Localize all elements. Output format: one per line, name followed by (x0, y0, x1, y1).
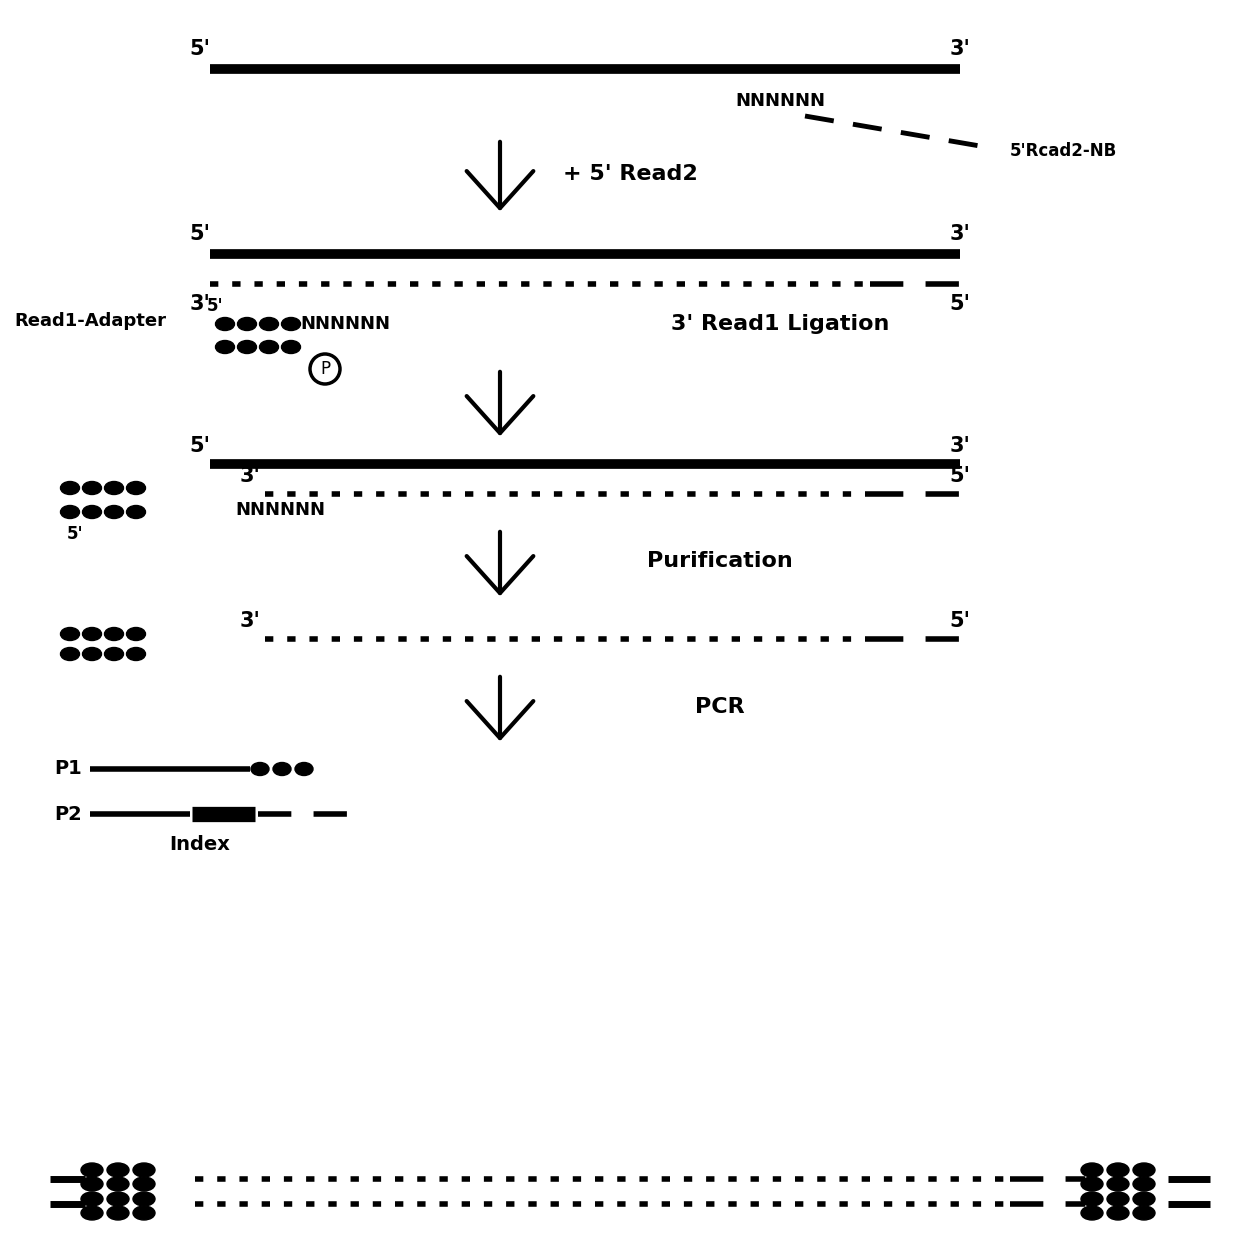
Ellipse shape (216, 317, 234, 331)
Text: Purification: Purification (647, 551, 792, 572)
Text: NNNNNN: NNNNNN (236, 501, 325, 519)
Ellipse shape (133, 1177, 155, 1191)
Text: 5'Rcad2-NB: 5'Rcad2-NB (1011, 142, 1117, 160)
Ellipse shape (259, 317, 279, 331)
Ellipse shape (1107, 1163, 1128, 1177)
Ellipse shape (107, 1192, 129, 1206)
Ellipse shape (126, 506, 145, 519)
Ellipse shape (281, 340, 300, 354)
Ellipse shape (61, 506, 79, 519)
Ellipse shape (1081, 1177, 1104, 1191)
Ellipse shape (83, 627, 102, 641)
Text: 3': 3' (950, 436, 971, 456)
Ellipse shape (1107, 1192, 1128, 1206)
Ellipse shape (83, 506, 102, 519)
Ellipse shape (1081, 1192, 1104, 1206)
Text: 5': 5' (207, 297, 223, 315)
Ellipse shape (61, 481, 79, 495)
Ellipse shape (104, 647, 124, 661)
Ellipse shape (107, 1206, 129, 1220)
Ellipse shape (126, 481, 145, 495)
Text: 3' Read1 Ligation: 3' Read1 Ligation (671, 313, 889, 334)
Text: 3': 3' (239, 466, 260, 486)
Ellipse shape (1081, 1206, 1104, 1220)
Ellipse shape (273, 763, 291, 776)
Ellipse shape (81, 1177, 103, 1191)
Ellipse shape (61, 647, 79, 661)
Text: NNNNNN: NNNNNN (300, 315, 391, 332)
Ellipse shape (83, 647, 102, 661)
Ellipse shape (295, 763, 312, 776)
Text: 5': 5' (190, 224, 211, 244)
Ellipse shape (250, 763, 269, 776)
Text: 3': 3' (950, 39, 971, 59)
Text: P2: P2 (55, 805, 82, 823)
Ellipse shape (81, 1163, 103, 1177)
Text: 5': 5' (950, 611, 971, 631)
Ellipse shape (1107, 1206, 1128, 1220)
Ellipse shape (1133, 1163, 1154, 1177)
Ellipse shape (107, 1163, 129, 1177)
Ellipse shape (1133, 1192, 1154, 1206)
Ellipse shape (1133, 1206, 1154, 1220)
Ellipse shape (216, 340, 234, 354)
Ellipse shape (81, 1192, 103, 1206)
Ellipse shape (133, 1206, 155, 1220)
Text: NNNNNN: NNNNNN (735, 92, 825, 110)
Ellipse shape (238, 340, 257, 354)
Text: 5': 5' (190, 436, 211, 456)
Ellipse shape (259, 340, 279, 354)
Ellipse shape (104, 506, 124, 519)
Text: 5': 5' (190, 39, 211, 59)
Ellipse shape (104, 627, 124, 641)
Ellipse shape (238, 317, 257, 331)
Ellipse shape (1133, 1177, 1154, 1191)
Text: 5': 5' (950, 466, 971, 486)
Text: 3': 3' (239, 611, 260, 631)
Ellipse shape (83, 481, 102, 495)
Text: P1: P1 (55, 759, 82, 778)
Ellipse shape (107, 1177, 129, 1191)
Ellipse shape (61, 627, 79, 641)
Ellipse shape (104, 481, 124, 495)
Text: 3': 3' (190, 295, 211, 313)
Ellipse shape (133, 1192, 155, 1206)
Ellipse shape (281, 317, 300, 331)
Ellipse shape (81, 1206, 103, 1220)
Ellipse shape (133, 1163, 155, 1177)
Text: Read1-Adapter: Read1-Adapter (14, 312, 166, 330)
Text: + 5' Read2: + 5' Read2 (563, 164, 697, 184)
Text: 5': 5' (950, 295, 971, 313)
Text: PCR: PCR (696, 697, 745, 716)
Text: 5': 5' (67, 525, 83, 543)
Text: 3': 3' (950, 224, 971, 244)
Text: P: P (320, 360, 330, 378)
Ellipse shape (1107, 1177, 1128, 1191)
Text: Index: Index (170, 835, 231, 854)
Ellipse shape (1081, 1163, 1104, 1177)
Ellipse shape (126, 627, 145, 641)
Ellipse shape (126, 647, 145, 661)
